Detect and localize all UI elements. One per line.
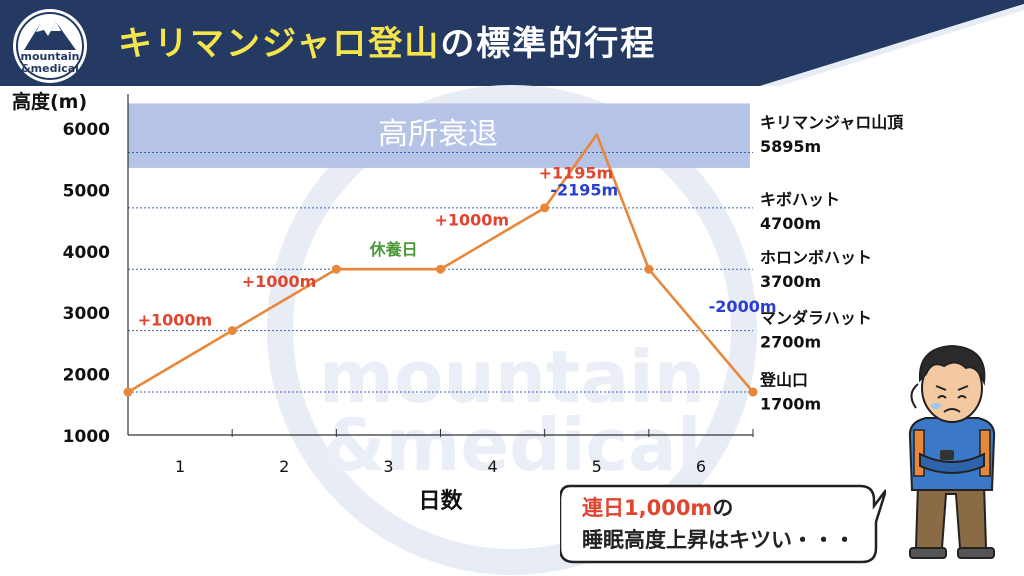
x-tick-label-0: 1	[175, 457, 185, 476]
speech-bubble-text: 連日1,000mの 睡眠高度上昇はキツい・・・	[582, 492, 872, 556]
mountain-icon	[24, 22, 76, 50]
segment-label-4: +1195m	[539, 163, 614, 182]
camp-altitude-3: 2700m	[760, 332, 821, 351]
watermark-ring	[267, 85, 757, 575]
y-tick-label-2: 3000	[63, 304, 110, 324]
camp-altitude-0: 5895m	[760, 137, 821, 156]
y-tick-label-3: 4000	[63, 243, 110, 263]
altitude-point-4	[540, 203, 550, 213]
bubble-line2: 睡眠高度上昇はキツい・・・	[582, 528, 855, 552]
watermark-text-2: &medical	[323, 403, 702, 487]
x-axis-title: 日数	[418, 488, 463, 514]
x-tick-label-5: 6	[696, 457, 706, 476]
y-tick-label-4: 5000	[63, 181, 110, 201]
logo-text-1: mountain	[21, 50, 80, 63]
x-tick-label-1: 2	[279, 457, 289, 476]
camp-name-3: マンダラハット	[760, 308, 872, 327]
high-altitude-zone-label: 高所衰退	[378, 117, 498, 152]
segment-label-1: +1000m	[242, 272, 317, 291]
x-tick-label-3: 4	[487, 457, 497, 476]
y-tick-label-0: 1000	[63, 427, 110, 447]
altitude-point-0	[123, 387, 133, 397]
title-rest: の標準的行程	[440, 24, 657, 64]
y-axis-title: 高度(m)	[12, 90, 87, 113]
bubble-line1-red: 連日1,000m	[582, 496, 713, 520]
altitude-line	[127, 133, 754, 394]
x-tick-label-2: 3	[383, 457, 393, 476]
altitude-point-6	[644, 264, 654, 274]
title-highlight: キリマンジャロ登山	[118, 24, 441, 64]
segment-label-3: +1000m	[434, 211, 509, 230]
x-tick-label-4: 5	[592, 457, 602, 476]
header-background	[0, 0, 1024, 86]
watermark-text-1: mountain	[319, 335, 705, 419]
camp-altitude-2: 3700m	[760, 272, 821, 291]
tired-climber-illustration	[908, 344, 996, 559]
camp-name-0: キリマンジャロ山頂	[760, 113, 904, 132]
speech-bubble	[560, 484, 886, 564]
camp-name-4: 登山口	[759, 370, 808, 389]
page-title: キリマンジャロ登山の標準的行程	[118, 16, 656, 66]
altitude-point-7	[748, 387, 758, 397]
camp-altitude-1: 4700m	[760, 214, 821, 233]
camp-name-2: ホロンボハット	[760, 248, 872, 267]
logo-text-2: &medical	[21, 62, 79, 75]
segment-label-2: 休養日	[369, 240, 418, 259]
altitude-point-1	[227, 326, 237, 336]
y-tick-label-5: 6000	[63, 120, 110, 140]
header-banner: mountain &medical キリマンジャロ登山の標準的行程	[0, 0, 1024, 86]
high-altitude-zone	[128, 103, 750, 168]
camp-altitude-4: 1700m	[760, 394, 821, 413]
camp-name-1: キボハット	[760, 190, 840, 209]
segment-label-0: +1000m	[138, 311, 213, 330]
segment-label-6: -2000m	[709, 297, 777, 316]
altitude-point-2	[331, 264, 341, 274]
brand-logo: mountain &medical	[10, 6, 90, 86]
segment-label-5: -2195m	[550, 181, 618, 200]
bubble-line1-rest: の	[712, 496, 734, 520]
altitude-point-3	[436, 264, 445, 274]
y-tick-label-1: 2000	[63, 366, 110, 386]
